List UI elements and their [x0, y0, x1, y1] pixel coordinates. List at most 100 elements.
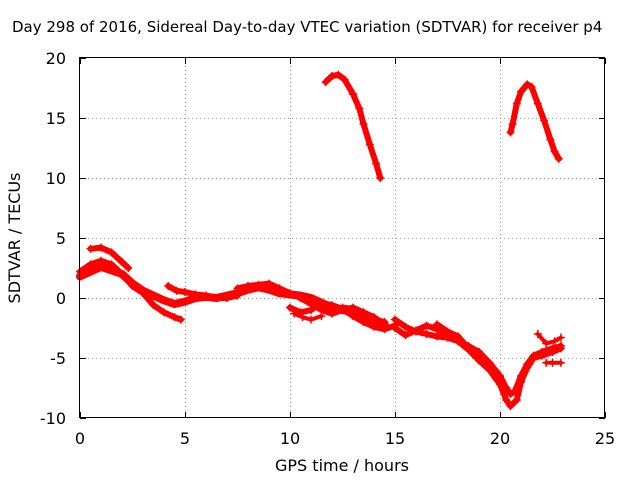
- data-point: [124, 264, 133, 272]
- data-point: [401, 331, 410, 340]
- data-point: [533, 330, 542, 338]
- data-point: [349, 312, 357, 320]
- data-point: [223, 294, 231, 302]
- data-point: [298, 313, 307, 322]
- data-point: [502, 396, 511, 404]
- data-point: [506, 128, 515, 137]
- data-point: [328, 72, 336, 80]
- data-point: [170, 313, 179, 322]
- data-point: [422, 330, 431, 338]
- data-point: [556, 358, 565, 367]
- series-mid-d: [535, 332, 563, 346]
- data-point: [454, 332, 462, 341]
- data-point: [506, 390, 515, 398]
- data-point: [496, 380, 504, 389]
- data-point: [128, 282, 137, 290]
- data-point: [317, 312, 326, 320]
- x-tick-label: 25: [595, 429, 615, 448]
- data-point: [212, 294, 221, 302]
- data-point: [290, 309, 299, 318]
- data-point: [359, 308, 368, 317]
- data-point: [202, 291, 210, 300]
- data-point: [401, 322, 410, 331]
- series-low-g: [292, 311, 324, 322]
- data-point: [433, 332, 441, 341]
- data-point: [548, 348, 557, 356]
- data-point: [365, 140, 374, 149]
- data-point: [328, 301, 336, 310]
- data-point: [275, 284, 284, 293]
- data-point: [265, 279, 273, 288]
- data-point: [328, 309, 336, 318]
- data-point: [338, 303, 347, 312]
- series-mid-c: [434, 321, 493, 369]
- data-point: [538, 351, 546, 360]
- data-point: [540, 116, 549, 125]
- y-tick-label: -10: [40, 409, 66, 428]
- data-point: [523, 363, 532, 372]
- data-point: [359, 120, 368, 128]
- data-point: [485, 361, 494, 370]
- data-point: [376, 174, 385, 182]
- data-point: [433, 320, 441, 329]
- y-tick-label: 20: [46, 49, 66, 68]
- data-point: [533, 99, 542, 108]
- data-point: [307, 306, 315, 314]
- data-point: [191, 290, 200, 299]
- data-point: [370, 322, 378, 331]
- x-tick-label: 10: [280, 429, 300, 448]
- y-tick-label: -5: [50, 349, 66, 368]
- data-point: [334, 70, 343, 79]
- data-point: [118, 270, 126, 278]
- x-tick-label: 20: [490, 429, 510, 448]
- data-point: [529, 354, 538, 362]
- y-tick-label: 0: [56, 289, 66, 308]
- data-point: [380, 320, 389, 329]
- data-point: [554, 154, 563, 163]
- data-point: [550, 337, 559, 346]
- series-mid-b: [392, 322, 564, 409]
- data-point: [464, 344, 473, 353]
- data-point: [149, 301, 158, 310]
- data-point: [172, 286, 181, 295]
- data-point: [542, 339, 551, 348]
- data-point: [412, 326, 420, 335]
- data-point: [107, 248, 116, 257]
- data-point: [286, 303, 294, 312]
- data-point: [512, 396, 521, 404]
- plot-frame: [79, 57, 605, 418]
- data-point: [170, 300, 179, 308]
- data-point: [523, 80, 532, 89]
- axis-ticks: [80, 58, 606, 419]
- tick-labels: 0 5 10 15 20 25 -10 -5 0 5 10 15 20: [40, 49, 615, 448]
- data-point: [556, 333, 565, 342]
- data-point: [422, 321, 431, 330]
- data-point: [550, 147, 559, 156]
- data-point: [176, 315, 185, 324]
- data-point: [546, 135, 555, 144]
- data-point: [160, 308, 168, 317]
- data-point: [372, 159, 381, 168]
- data-point: [181, 288, 189, 296]
- data-point: [517, 378, 525, 386]
- x-tick-label: 0: [75, 429, 85, 448]
- y-axis-label: SDTVAR / TECUs: [5, 173, 24, 304]
- data-point: [355, 104, 364, 113]
- data-point: [359, 318, 368, 326]
- x-axis-label: GPS time / hours: [275, 456, 409, 475]
- data-point: [296, 294, 305, 302]
- data-point: [506, 402, 515, 410]
- data-point: [107, 260, 116, 269]
- data-point: [86, 244, 95, 253]
- x-tick-label: 5: [180, 429, 190, 448]
- chart-title: Day 298 of 2016, Sidereal Day-to-day VTE…: [12, 18, 602, 36]
- data-point: [86, 267, 95, 276]
- y-tick-label: 15: [46, 109, 66, 128]
- data-point: [349, 304, 357, 313]
- data-point: [233, 291, 242, 300]
- data-point: [307, 315, 315, 324]
- data-point: [254, 280, 263, 289]
- data-point: [349, 90, 357, 98]
- y-tick-label: 10: [46, 169, 66, 188]
